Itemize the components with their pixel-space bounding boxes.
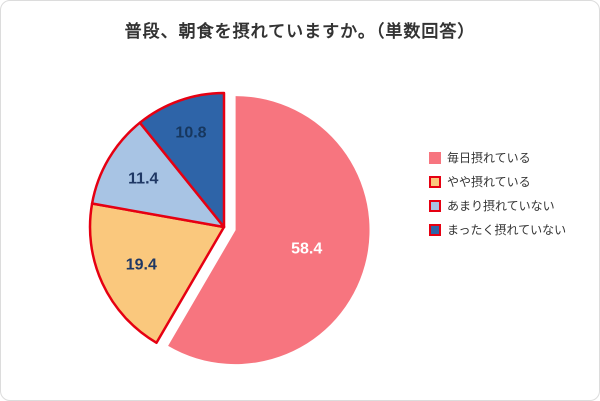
legend-swatch — [429, 223, 441, 236]
legend-item-everyday: 毎日摂れている — [429, 149, 566, 166]
pie-slice-3 — [138, 91, 226, 229]
legend-label: やや摂れている — [447, 175, 531, 189]
pie-value-label-1: 19.4 — [126, 257, 157, 274]
pie-value-label-2: 11.4 — [128, 171, 158, 188]
legend: 毎日摂れている やや摂れている あまり摂れていない まったく摂れていない — [429, 149, 566, 238]
legend-item-not-much: あまり摂れていない — [429, 197, 566, 214]
pie-slice-2 — [90, 121, 226, 229]
pie-slice-0 — [168, 96, 370, 365]
legend-item-not-at-all: まったく摂れていない — [429, 221, 566, 238]
pie-chart: 58.4 19.4 11.4 10.8 — [88, 91, 370, 365]
pie-slice-1 — [88, 202, 226, 345]
legend-swatch — [429, 199, 441, 212]
pie-value-label-3: 10.8 — [175, 125, 206, 142]
legend-label: 毎日摂れている — [447, 151, 531, 165]
legend-item-somewhat: やや摂れている — [429, 173, 566, 190]
legend-swatch — [429, 151, 441, 164]
chart-title: 普段、朝食を摂れていますか。（単数回答） — [124, 22, 476, 41]
legend-label: あまり摂れていない — [447, 199, 555, 213]
legend-swatch — [429, 175, 441, 188]
legend-label: まったく摂れていない — [447, 223, 567, 237]
pie-value-label-0: 58.4 — [291, 241, 322, 258]
